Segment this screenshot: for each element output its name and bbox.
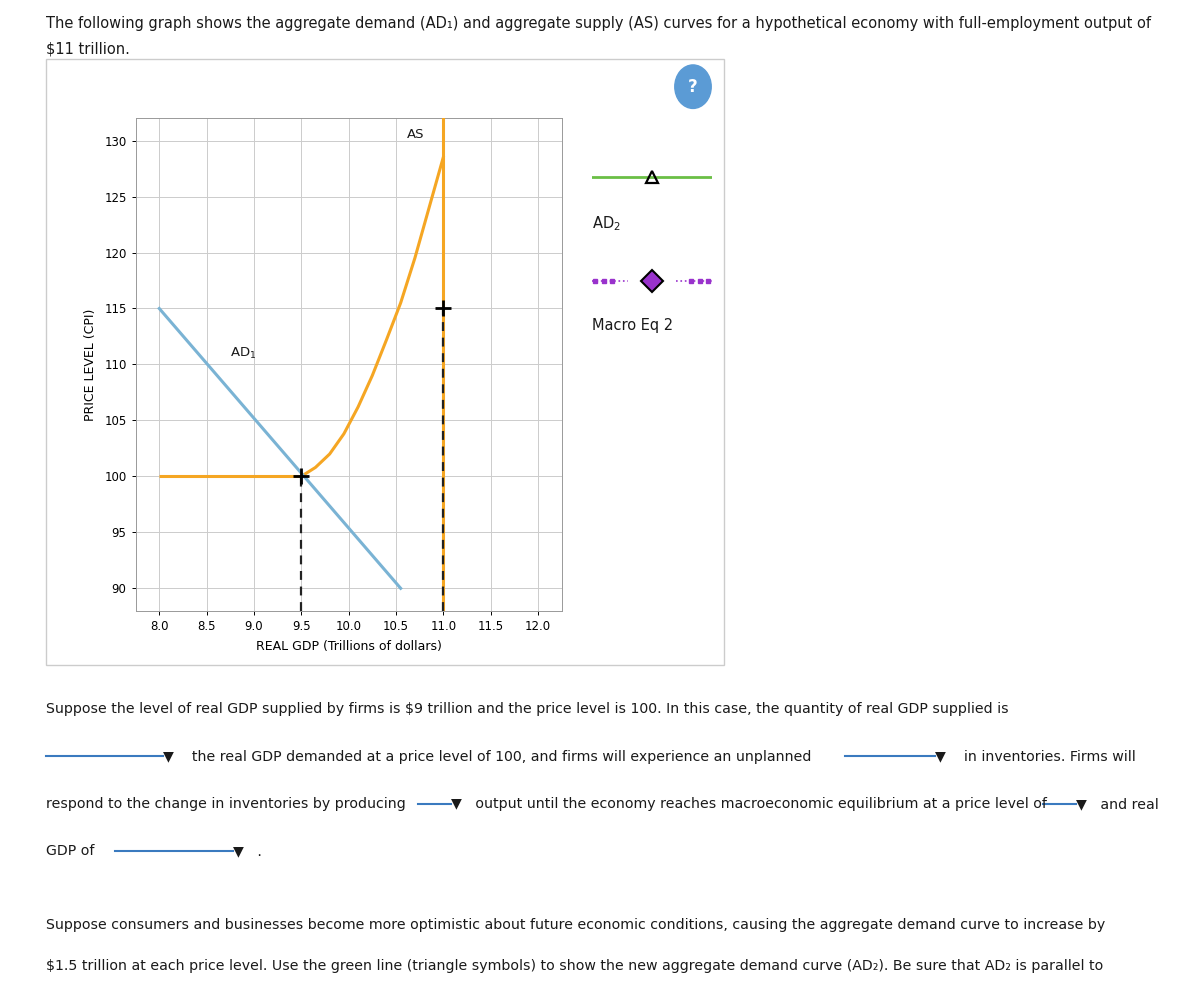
X-axis label: REAL GDP (Trillions of dollars): REAL GDP (Trillions of dollars) <box>256 639 442 653</box>
Text: $1.5 trillion at each price level. Use the green line (triangle symbols) to show: $1.5 trillion at each price level. Use t… <box>46 959 1103 973</box>
Text: ▼   and real: ▼ and real <box>1076 797 1159 811</box>
Text: Suppose the level of real GDP supplied by firms is $9 trillion and the price lev: Suppose the level of real GDP supplied b… <box>46 702 1008 716</box>
Text: ?: ? <box>688 78 698 96</box>
Text: AD$_2$: AD$_2$ <box>592 215 620 233</box>
Text: The following graph shows the aggregate demand (AD₁) and aggregate supply (AS) c: The following graph shows the aggregate … <box>46 16 1151 31</box>
Circle shape <box>674 65 712 108</box>
Text: Suppose consumers and businesses become more optimistic about future economic co: Suppose consumers and businesses become … <box>46 918 1105 932</box>
Text: ▼    in inventories. Firms will: ▼ in inventories. Firms will <box>935 750 1135 763</box>
Text: ▼   .: ▼ . <box>233 844 262 858</box>
Text: AS: AS <box>407 128 425 141</box>
Y-axis label: PRICE LEVEL (CPI): PRICE LEVEL (CPI) <box>84 308 97 421</box>
Text: $11 trillion.: $11 trillion. <box>46 41 130 56</box>
Text: AD$_1$: AD$_1$ <box>230 346 257 361</box>
Text: GDP of: GDP of <box>46 844 94 858</box>
Text: respond to the change in inventories by producing: respond to the change in inventories by … <box>46 797 406 811</box>
Text: Macro Eq 2: Macro Eq 2 <box>592 318 673 333</box>
Text: ▼   output until the economy reaches macroeconomic equilibrium at a price level : ▼ output until the economy reaches macro… <box>451 797 1048 811</box>
Text: ▼    the real GDP demanded at a price level of 100, and firms will experience an: ▼ the real GDP demanded at a price level… <box>163 750 811 763</box>
